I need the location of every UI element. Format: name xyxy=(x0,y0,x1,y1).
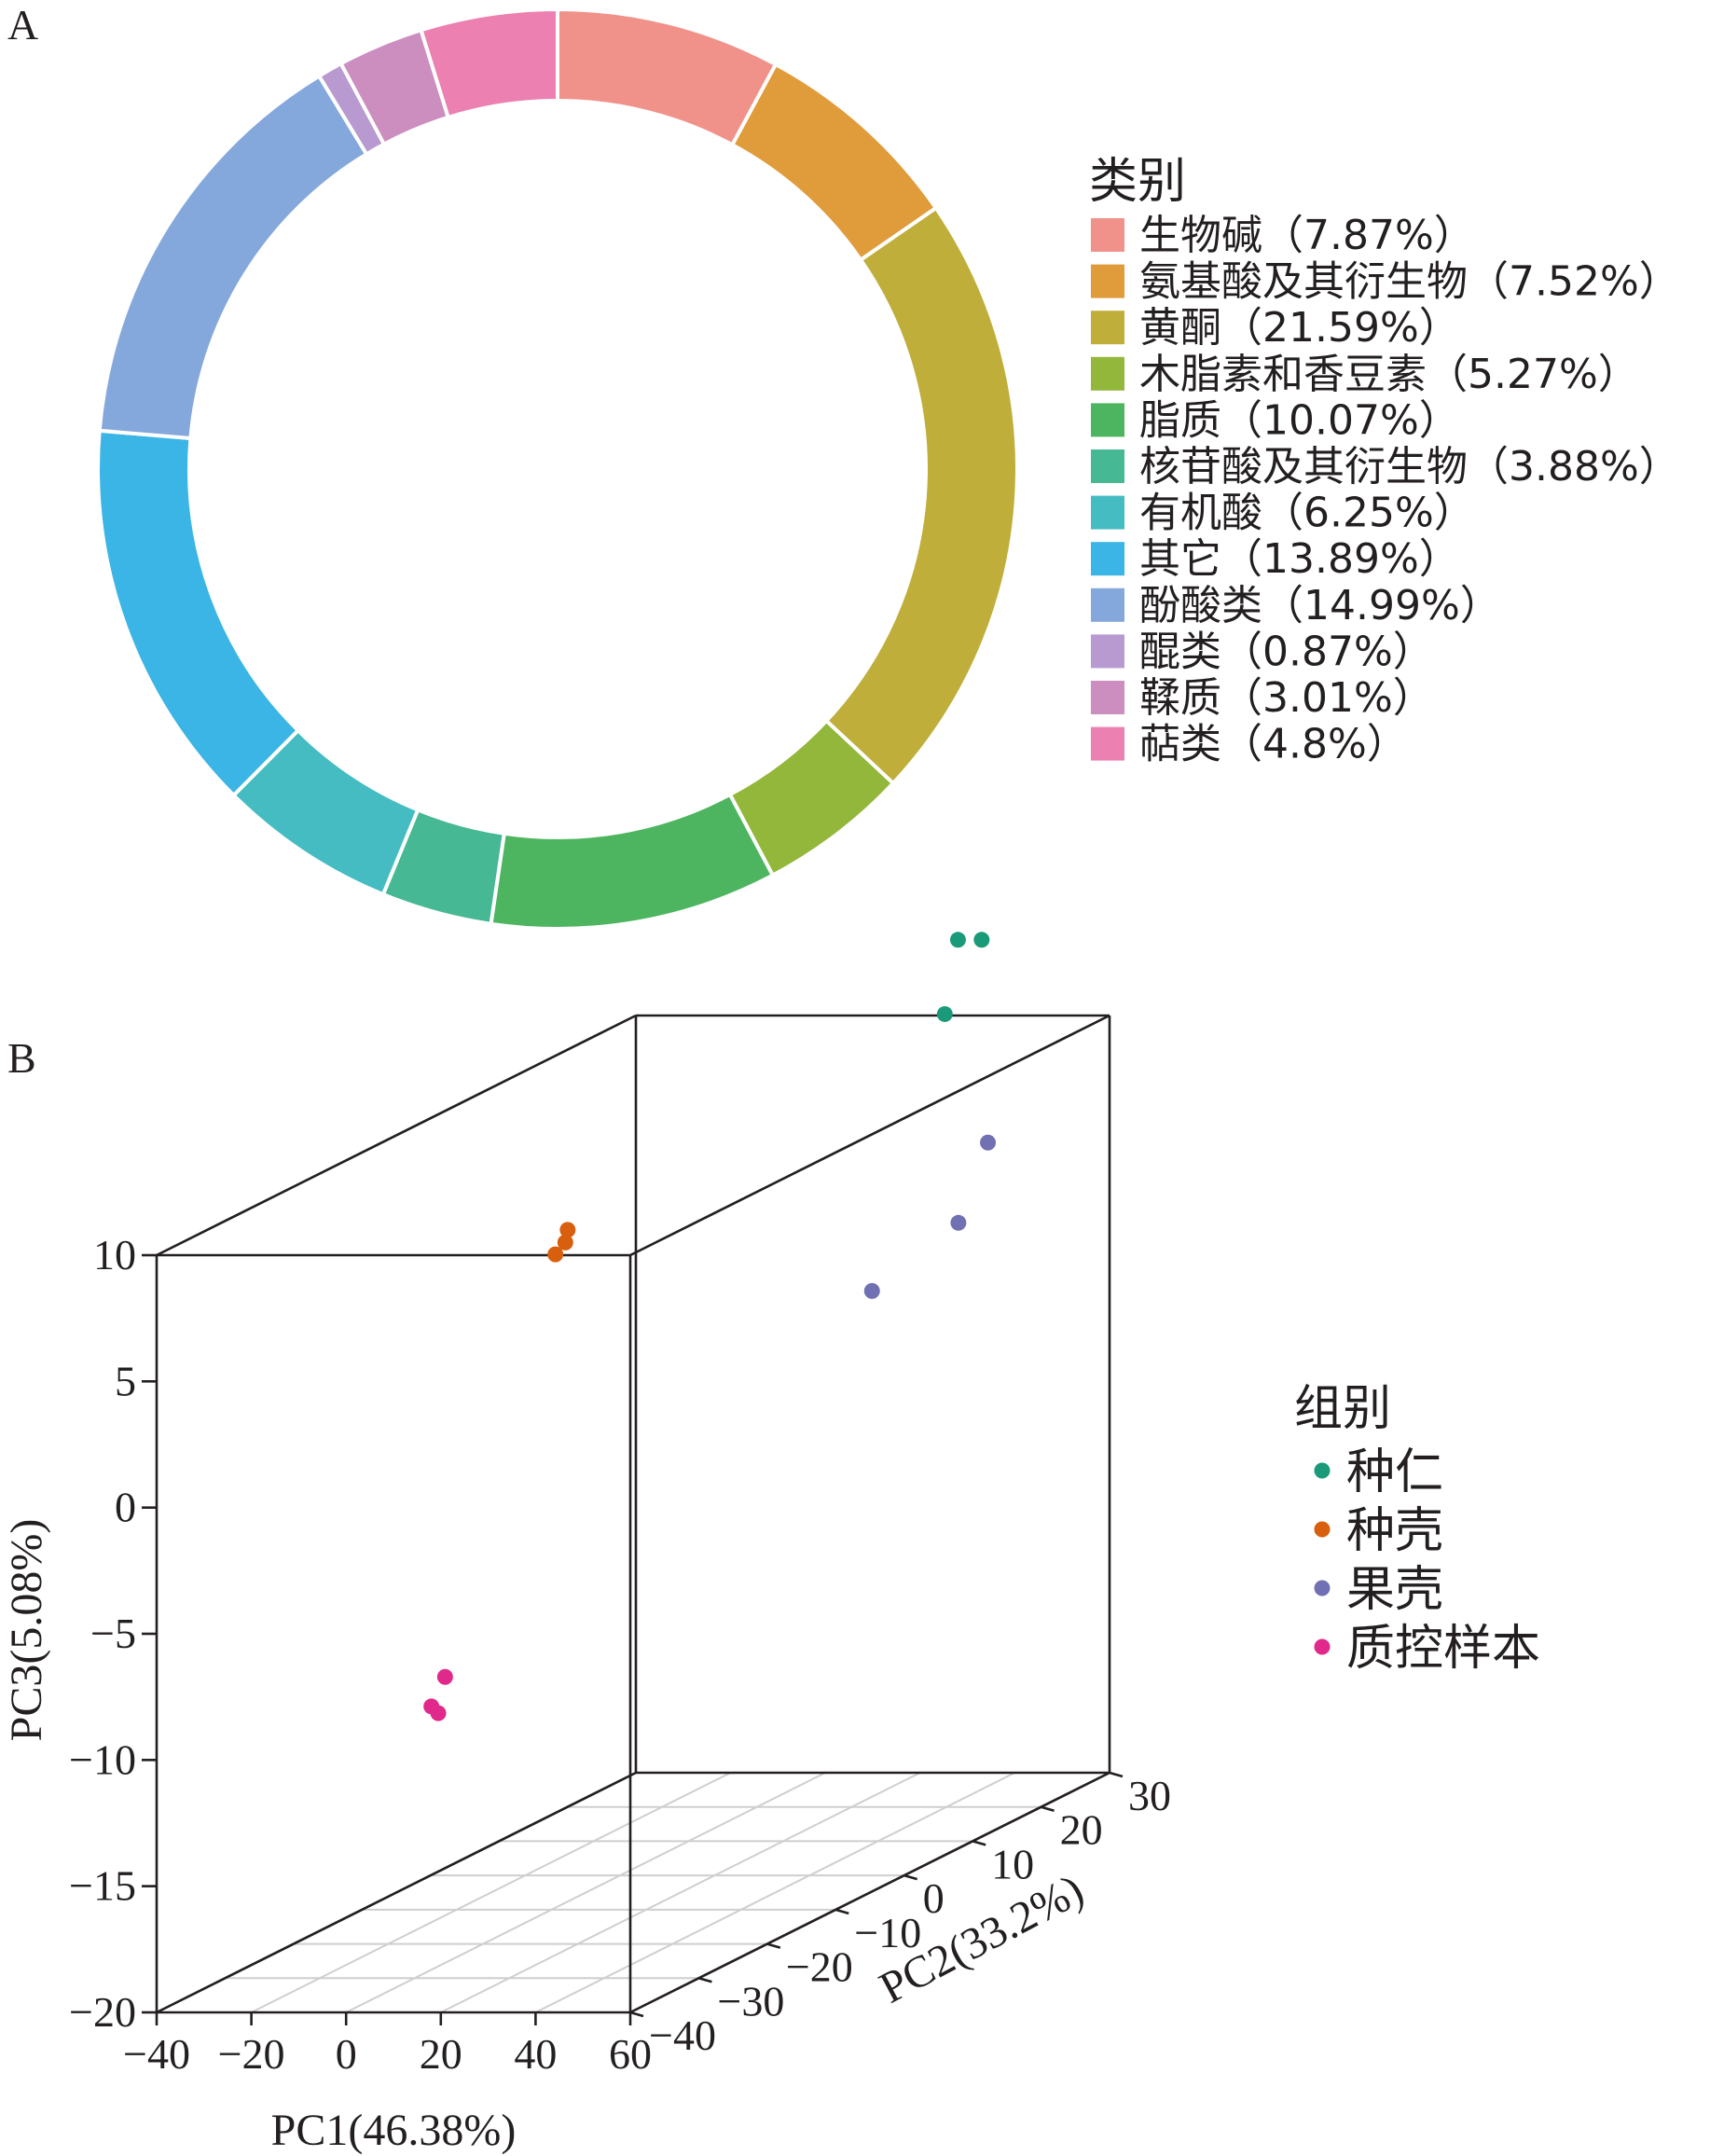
legend-a-label-6: 有机酸（6.25%） xyxy=(1139,490,1475,537)
legend-a-swatch-4 xyxy=(1091,403,1124,437)
x-tick-label-3: 20 xyxy=(420,2030,462,2078)
legend-a-label-3: 木脂素和香豆素（5.27%） xyxy=(1139,351,1639,398)
legend-b-label-1: 种壳 xyxy=(1346,1503,1443,1559)
legend-a-swatch-5 xyxy=(1091,449,1124,483)
z-tick-label-5: −15 xyxy=(69,1862,136,1910)
y-tick-label-6: 20 xyxy=(1060,1806,1103,1854)
x-tick-label-0: −40 xyxy=(123,2030,190,2078)
y-tick-label-1: −30 xyxy=(717,1977,784,2025)
legend-b-marker-0 xyxy=(1314,1462,1331,1479)
donut-chart xyxy=(96,7,1019,931)
legend-a-swatch-6 xyxy=(1091,495,1124,530)
legend-b-marker-1 xyxy=(1314,1521,1331,1538)
z-tick-label-4: −10 xyxy=(69,1735,136,1783)
z-tick-label-2: 0 xyxy=(115,1484,136,1531)
legend-a-swatch-2 xyxy=(1091,311,1124,345)
y-tick-3 xyxy=(834,1908,849,1915)
point-2-2 xyxy=(863,1282,880,1299)
legend-a-label-4: 脂质（10.07%） xyxy=(1139,396,1460,444)
x-tick-label-5: 60 xyxy=(609,2030,652,2078)
point-1-2 xyxy=(557,1234,573,1251)
legend-b-label-2: 果壳 xyxy=(1346,1562,1443,1618)
point-0-2 xyxy=(936,1005,953,1022)
legend-a-label-2: 黄酮（21.59%） xyxy=(1139,304,1460,352)
point-1-1 xyxy=(547,1246,564,1263)
y-tick-label-4: 0 xyxy=(923,1874,945,1922)
point-1-0 xyxy=(559,1222,576,1238)
box-edge-7 xyxy=(156,1014,637,1257)
legend-a: 生物碱（7.87%）氨基酸及其衍生物（7.52%）黄酮（21.59%）木脂素和香… xyxy=(1091,212,1680,768)
donut-slice-4 xyxy=(489,792,776,931)
legend-a-label-9: 醌类（0.87%） xyxy=(1139,628,1434,675)
y-tick-4 xyxy=(903,1873,918,1881)
y-tick-label-2: −20 xyxy=(786,1943,853,1991)
y-tick-label-0: −40 xyxy=(649,2011,716,2059)
y-tick-1 xyxy=(698,1977,712,1983)
legend-a-title: 类别 xyxy=(1089,154,1186,210)
point-0-0 xyxy=(949,932,966,948)
legend-b-label-3: 质控样本 xyxy=(1346,1621,1540,1677)
panel-label-a: A xyxy=(7,1,38,48)
legend-a-label-0: 生物碱（7.87%） xyxy=(1139,212,1475,259)
y-tick-label-3: −10 xyxy=(854,1909,921,1956)
legend-a-swatch-10 xyxy=(1091,681,1124,714)
legend-a-label-8: 酚酸类（14.99%） xyxy=(1139,582,1501,629)
legend-a-swatch-7 xyxy=(1091,542,1124,576)
z-axis-title: PC3(5.08%) xyxy=(2,1519,51,1742)
legend-a-label-5: 核苷酸及其衍生物（3.88%） xyxy=(1139,443,1680,491)
point-2-1 xyxy=(950,1214,967,1231)
legend-b-marker-2 xyxy=(1314,1580,1331,1596)
y-tick-label-7: 30 xyxy=(1128,1772,1171,1819)
y-tick-label-5: 10 xyxy=(991,1840,1034,1887)
z-tick-label-0: 10 xyxy=(93,1231,136,1278)
legend-a-swatch-11 xyxy=(1091,726,1124,761)
legend-b-label-0: 种仁 xyxy=(1346,1444,1443,1500)
legend-a-swatch-0 xyxy=(1091,218,1124,252)
point-0-1 xyxy=(973,932,990,948)
point-3-0 xyxy=(436,1668,453,1685)
point-2-0 xyxy=(980,1134,997,1151)
legend-a-swatch-3 xyxy=(1091,356,1124,391)
y-tick-2 xyxy=(766,1942,781,1949)
legend-a-label-1: 氨基酸及其衍生物（7.52%） xyxy=(1139,258,1680,306)
x-tick-label-1: −20 xyxy=(218,2030,285,2078)
box-edge-5 xyxy=(629,1014,1110,1257)
z-tick-label-1: 5 xyxy=(115,1357,136,1404)
x-tick-label-4: 40 xyxy=(514,2030,557,2078)
y-tick-7 xyxy=(1109,1771,1124,1778)
y-tick-5 xyxy=(972,1840,986,1846)
donut-slice-11 xyxy=(419,7,559,120)
z-tick-label-3: −5 xyxy=(90,1610,136,1657)
legend-b-title: 组别 xyxy=(1294,1381,1391,1437)
donut-slice-7 xyxy=(96,428,301,798)
grid-x-0 xyxy=(251,1772,732,2013)
legend-a-swatch-8 xyxy=(1091,587,1124,622)
legend-a-swatch-1 xyxy=(1091,264,1124,298)
x-tick-label-2: 0 xyxy=(336,2030,357,2078)
grid-x-3 xyxy=(534,1772,1015,2013)
grid-x-1 xyxy=(345,1772,826,2013)
x-axis-title: PC1(46.38%) xyxy=(271,2106,517,2155)
legend-a-label-10: 鞣质（3.01%） xyxy=(1139,674,1434,722)
legend-a-label-7: 其它（13.89%） xyxy=(1139,535,1460,583)
donut-slice-2 xyxy=(823,205,1019,786)
panel-label-b: B xyxy=(7,1034,36,1082)
legend-b-marker-3 xyxy=(1314,1638,1331,1655)
donut-slice-8 xyxy=(97,73,369,441)
z-tick-label-6: −20 xyxy=(69,1988,136,2036)
point-3-2 xyxy=(430,1705,447,1721)
grid-x-2 xyxy=(440,1772,921,2013)
legend-a-label-11: 萜类（4.8%） xyxy=(1139,721,1408,768)
box-edge-3 xyxy=(156,1771,637,2014)
box-edge-1 xyxy=(629,1771,1110,2014)
y-tick-0 xyxy=(629,2011,644,2018)
legend-a-swatch-9 xyxy=(1091,634,1124,669)
y-tick-6 xyxy=(1041,1805,1055,1812)
